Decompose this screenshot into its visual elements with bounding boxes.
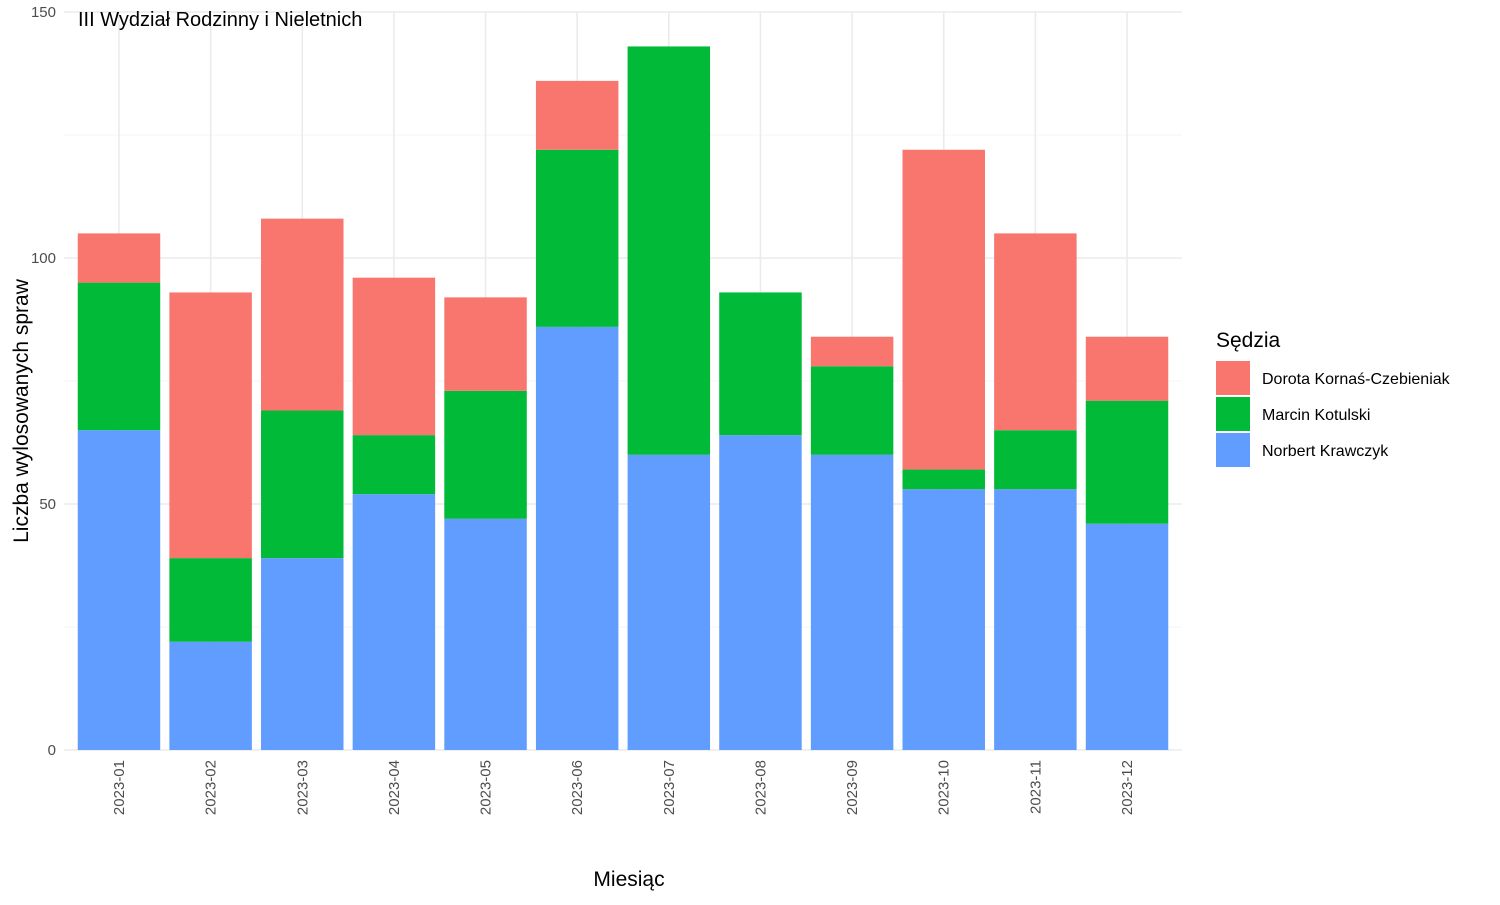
bar-segment [261, 410, 344, 559]
bar-segment [719, 435, 802, 750]
bar-segment [169, 641, 252, 750]
bar-segment [535, 326, 619, 750]
bar-segment [261, 218, 344, 411]
bar-segment [261, 558, 344, 750]
x-tick-label: 2023-06 [569, 760, 586, 815]
y-tick-label: 150 [31, 4, 56, 21]
bar-segment [994, 489, 1077, 750]
legend-swatch [1216, 397, 1250, 431]
bar-segment [169, 558, 252, 642]
x-tick-label: 2023-03 [294, 760, 311, 815]
bar-segment [627, 46, 711, 455]
bar-segment [1085, 400, 1169, 524]
bar-segment [719, 292, 802, 436]
legend: Sędzia Dorota Kornaś-Czebieniak Marcin Ko… [1216, 329, 1451, 467]
bar-segment [77, 430, 161, 750]
bar-segment [810, 454, 894, 750]
legend-label: Marcin Kotulski [1262, 407, 1370, 424]
bars [77, 46, 1169, 750]
bar-segment [902, 489, 985, 750]
y-tick-label: 100 [31, 250, 56, 267]
x-axis-title: Miesiąc [593, 868, 664, 891]
bar-segment [810, 336, 894, 367]
x-tick-label: 2023-07 [661, 760, 678, 815]
bar-segment [535, 149, 619, 327]
x-tick-label: 2023-09 [844, 760, 861, 815]
y-axis-ticks: 0 50 100 150 [31, 4, 56, 759]
bar-segment [1085, 523, 1169, 750]
chart-title: III Wydział Rodzinny i Nieletnich [78, 9, 362, 31]
bar-segment [1085, 336, 1169, 401]
bar-segment [994, 233, 1077, 431]
y-tick-label: 0 [48, 742, 56, 759]
bar-segment [535, 80, 619, 150]
bar-segment [902, 149, 985, 470]
x-tick-label: 2023-01 [111, 760, 128, 815]
bar-segment [77, 233, 161, 283]
x-tick-label: 2023-05 [478, 760, 495, 815]
x-tick-label: 2023-04 [386, 760, 403, 815]
bar-segment [902, 469, 985, 490]
x-tick-label: 2023-10 [936, 760, 953, 815]
legend-label: Dorota Kornaś-Czebieniak [1262, 371, 1451, 388]
bar-segment [77, 282, 161, 431]
legend-swatch [1216, 361, 1250, 395]
bar-segment [444, 518, 527, 750]
bar-segment [444, 297, 527, 391]
legend-label: Norbert Krawczyk [1262, 443, 1389, 460]
bar-segment [994, 430, 1077, 490]
x-tick-label: 2023-02 [203, 760, 220, 815]
bar-segment [352, 277, 436, 436]
x-tick-label: 2023-08 [752, 760, 769, 815]
x-tick-label: 2023-11 [1027, 760, 1044, 814]
y-tick-label: 50 [39, 496, 56, 513]
bar-segment [444, 390, 527, 519]
bar-segment [352, 435, 436, 495]
x-axis-ticks: 2023-01 2023-02 2023-03 2023-04 2023-05 2023-… [111, 760, 1136, 815]
bar-segment [169, 292, 252, 559]
bar-segment [810, 366, 894, 455]
y-axis-title: Liczba wylosowanych spraw [10, 278, 33, 543]
bar-segment [352, 494, 436, 750]
bar-segment [627, 454, 711, 750]
legend-swatch [1216, 433, 1250, 467]
legend-title: Sędzia [1216, 329, 1281, 352]
x-tick-label: 2023-12 [1119, 760, 1136, 815]
